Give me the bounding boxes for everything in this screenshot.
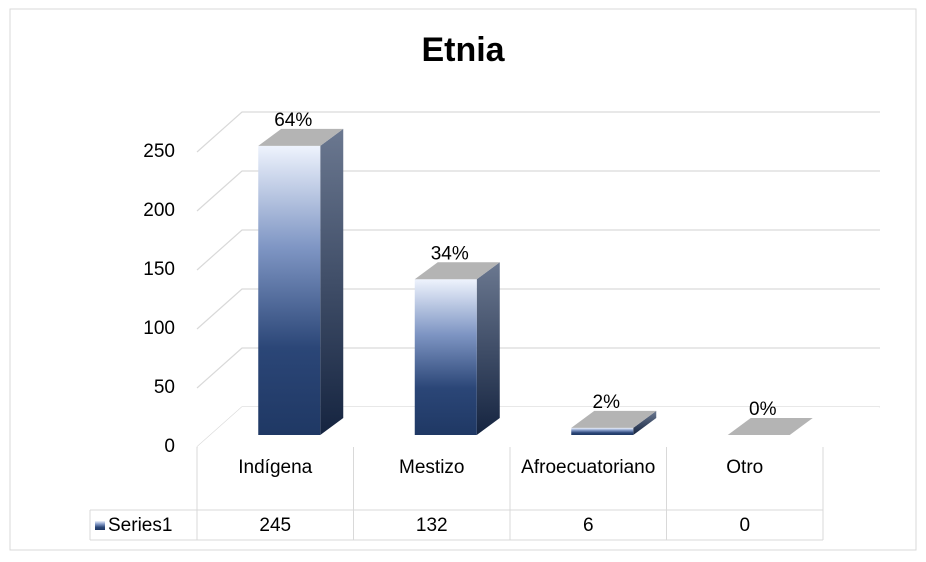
x-tick-label-box: Afroecuatoriano xyxy=(521,457,656,478)
x-tick-label: Mestizo xyxy=(399,457,465,478)
grid-line xyxy=(196,229,880,271)
bar-top xyxy=(258,128,344,146)
bar xyxy=(414,279,477,435)
y-tick-label: 50 xyxy=(154,377,175,398)
y-tick-label: 250 xyxy=(143,141,175,162)
x-tick-label: Otro xyxy=(726,457,764,478)
bar xyxy=(258,145,321,435)
bar-side xyxy=(476,262,500,435)
bar-top xyxy=(727,418,813,435)
x-tick-label-box: Mestizo xyxy=(399,457,465,478)
grid-line xyxy=(196,288,880,330)
table-value: 132 xyxy=(416,515,448,536)
y-tick-label: 100 xyxy=(143,318,175,339)
table-value: 0 xyxy=(739,515,750,536)
y-tick-label: 200 xyxy=(143,200,175,221)
floor xyxy=(197,407,880,447)
bar-side xyxy=(320,128,344,435)
y-tick-label: 0 xyxy=(164,436,175,457)
legend-label: Series1 xyxy=(108,515,172,536)
y-tick-label: 150 xyxy=(143,259,175,280)
x-tick-label-box: Otro xyxy=(726,457,764,478)
x-tick-label: Afroecuatoriano xyxy=(521,457,656,478)
data-label: 64% xyxy=(274,110,312,131)
data-label: 34% xyxy=(431,243,469,264)
chart-title: Etnia xyxy=(421,31,505,69)
x-tick-label-box: Indígena xyxy=(238,457,313,478)
grid-line xyxy=(196,170,880,212)
table-value: 6 xyxy=(583,515,594,536)
data-label: 2% xyxy=(593,392,621,413)
grid-line xyxy=(196,347,880,389)
bar-side xyxy=(633,410,657,435)
bar-top xyxy=(414,262,500,280)
bar xyxy=(571,427,634,435)
grid-line xyxy=(196,111,880,153)
table-value: 245 xyxy=(259,515,291,536)
bar-top xyxy=(571,410,657,428)
data-label: 0% xyxy=(749,399,777,420)
legend-key xyxy=(95,521,105,530)
x-tick-label: Indígena xyxy=(238,457,313,478)
